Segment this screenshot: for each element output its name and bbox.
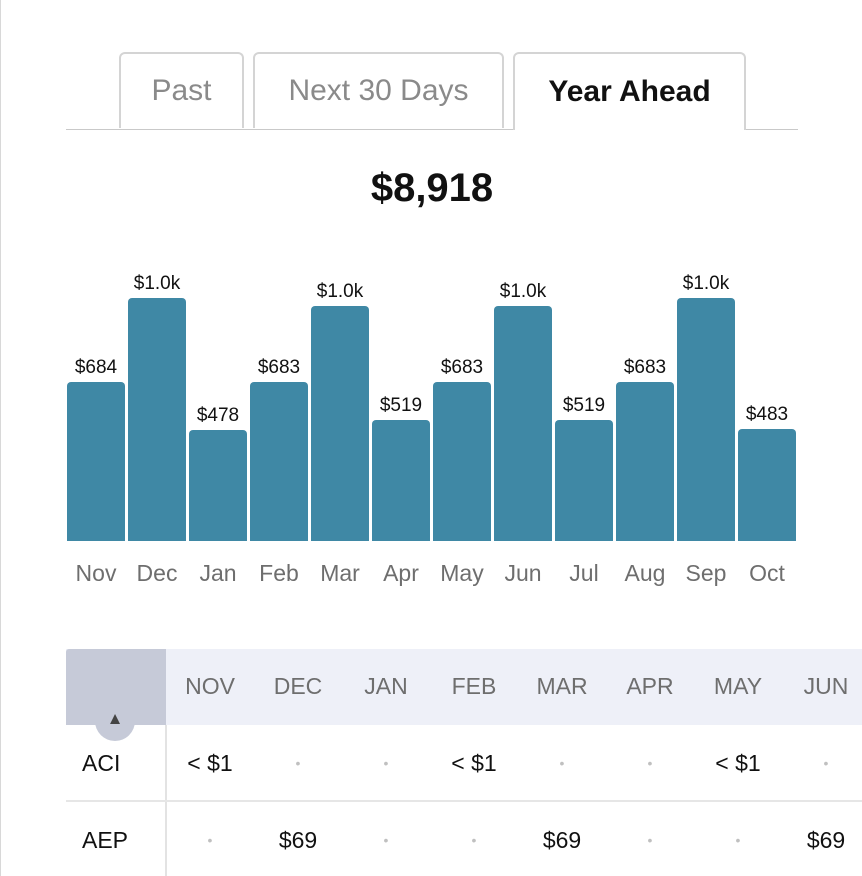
column-header-feb[interactable]: FEB bbox=[451, 673, 497, 699]
empty-cell-dot: • bbox=[735, 832, 741, 848]
month-label: Feb bbox=[259, 560, 299, 586]
total-amount: $8,918 bbox=[370, 166, 494, 210]
bar-jan[interactable] bbox=[189, 430, 247, 541]
period-tabs: Past Next 30 Days Year Ahead bbox=[66, 52, 798, 130]
bar-value-label: $1.0k bbox=[316, 281, 364, 302]
bar-mar[interactable] bbox=[311, 306, 369, 541]
table-cell: $69 bbox=[806, 827, 846, 853]
tab-past[interactable]: Past bbox=[119, 52, 244, 128]
bar-value-label: $483 bbox=[745, 404, 789, 425]
month-label: Jan bbox=[199, 560, 237, 586]
bar-value-label: $519 bbox=[379, 395, 423, 416]
bar-sep[interactable] bbox=[677, 298, 735, 541]
table-cell: < $1 bbox=[451, 750, 497, 776]
column-header-apr[interactable]: APR bbox=[626, 673, 674, 699]
row-label[interactable]: ACI bbox=[82, 750, 121, 776]
bar-oct[interactable] bbox=[738, 429, 796, 541]
table-cell: $69 bbox=[542, 827, 582, 853]
column-header-jun[interactable]: JUN bbox=[803, 673, 849, 699]
bar-value-label: $1.0k bbox=[499, 281, 547, 302]
row-divider bbox=[66, 800, 862, 802]
bar-dec[interactable] bbox=[128, 298, 186, 541]
page-left-border bbox=[0, 0, 1, 876]
month-label: Nov bbox=[75, 560, 117, 586]
empty-cell-dot: • bbox=[383, 832, 389, 848]
month-label: May bbox=[440, 560, 484, 586]
bar-value-label: $1.0k bbox=[682, 273, 730, 294]
table-cell: $69 bbox=[278, 827, 318, 853]
bar-value-label: $683 bbox=[623, 357, 667, 378]
month-label: Dec bbox=[136, 560, 178, 586]
bar-may[interactable] bbox=[433, 382, 491, 541]
column-header-nov[interactable]: NOV bbox=[185, 673, 235, 699]
bar-value-label: $683 bbox=[440, 357, 484, 378]
bar-aug[interactable] bbox=[616, 382, 674, 541]
empty-cell-dot: • bbox=[559, 755, 565, 771]
holdings-table: NOV DEC JAN FEB MAR APR MAY JUN ▲ ACI < $1 • • < $1… bbox=[66, 649, 862, 876]
bar-feb[interactable] bbox=[250, 382, 308, 541]
bar-value-label: $1.0k bbox=[133, 273, 181, 294]
month-label: Apr bbox=[383, 560, 419, 586]
column-header-may[interactable]: MAY bbox=[713, 673, 763, 699]
tabs-baseline bbox=[66, 129, 798, 130]
bar-jul[interactable] bbox=[555, 420, 613, 541]
monthly-bar-chart: $684 Nov $1.0k Dec $478 Jan $683 Feb $1.0k Mar $51… bbox=[67, 273, 796, 586]
month-label: Jul bbox=[569, 560, 599, 586]
table-cell: < $1 bbox=[187, 750, 233, 776]
empty-cell-dot: • bbox=[383, 755, 389, 771]
row-label[interactable]: AEP bbox=[82, 827, 129, 853]
bar-apr[interactable] bbox=[372, 420, 430, 541]
table-cell: < $1 bbox=[715, 750, 761, 776]
table-header: NOV DEC JAN FEB MAR APR MAY JUN bbox=[66, 649, 862, 725]
column-header-dec[interactable]: DEC bbox=[273, 673, 323, 699]
bar-value-label: $683 bbox=[257, 357, 301, 378]
empty-cell-dot: • bbox=[823, 755, 829, 771]
empty-cell-dot: • bbox=[471, 832, 477, 848]
column-header-jan[interactable]: JAN bbox=[364, 673, 408, 699]
bar-nov[interactable] bbox=[67, 382, 125, 541]
sort-button[interactable]: ▲ bbox=[95, 701, 135, 741]
triangle-up-icon: ▲ bbox=[106, 709, 124, 728]
empty-cell-dot: • bbox=[647, 832, 653, 848]
month-label: Sep bbox=[685, 560, 727, 586]
bar-value-label: $684 bbox=[74, 357, 118, 378]
bar-value-label: $519 bbox=[562, 395, 606, 416]
empty-cell-dot: • bbox=[207, 832, 213, 848]
empty-cell-dot: • bbox=[295, 755, 301, 771]
month-label: Oct bbox=[749, 560, 785, 586]
empty-cell-dot: • bbox=[647, 755, 653, 771]
month-label: Mar bbox=[320, 560, 360, 586]
month-label: Aug bbox=[624, 560, 666, 586]
month-label: Jun bbox=[504, 560, 542, 586]
bar-value-label: $478 bbox=[196, 405, 240, 426]
bar-jun[interactable] bbox=[494, 306, 552, 541]
tab-next-30-days[interactable]: Next 30 Days bbox=[253, 52, 504, 128]
tab-year-ahead[interactable]: Year Ahead bbox=[513, 52, 746, 130]
column-header-mar[interactable]: MAR bbox=[536, 673, 588, 699]
